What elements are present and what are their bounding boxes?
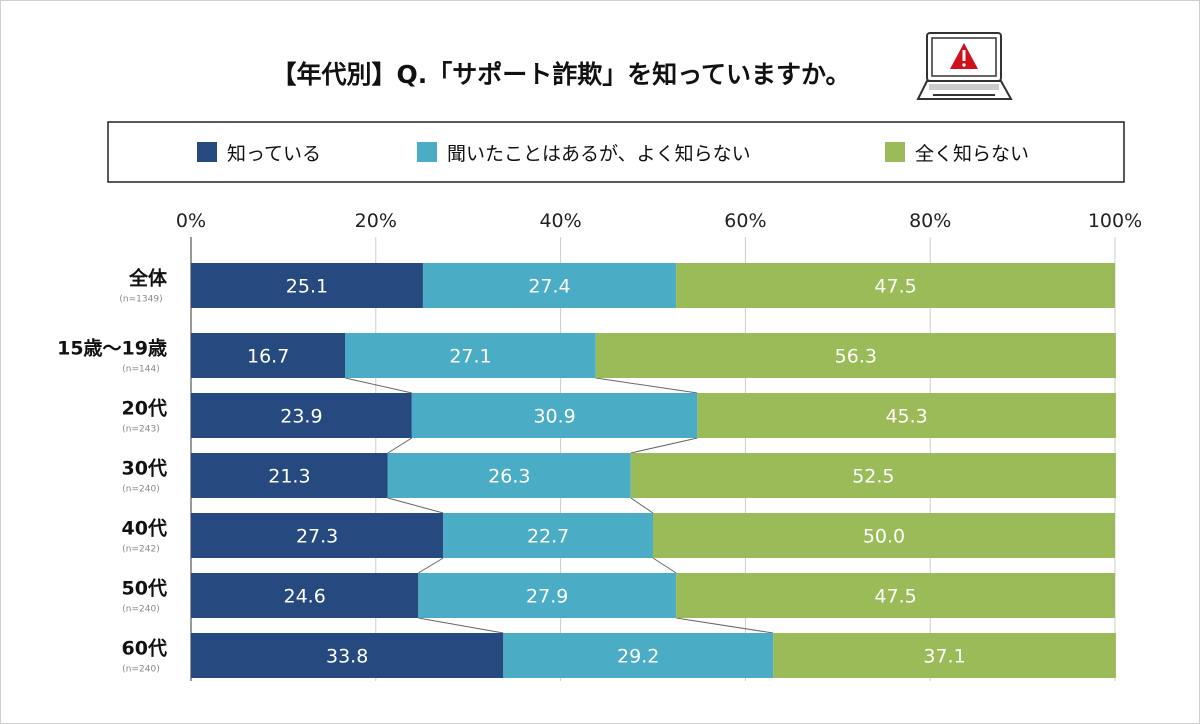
- data-label: 22.7: [527, 526, 569, 548]
- sample-size-label: (n=240): [122, 665, 159, 675]
- legend-label-2: 全く知らない: [915, 143, 1029, 165]
- x-tick-label: 60%: [724, 210, 766, 232]
- data-label: 37.1: [923, 646, 965, 668]
- data-label: 27.1: [449, 346, 491, 368]
- category-label: 50代: [122, 578, 167, 600]
- bar-segment: [422, 263, 677, 308]
- data-label: 47.5: [874, 276, 916, 298]
- data-label: 30.9: [533, 406, 575, 428]
- legend-label-0: 知っている: [227, 143, 321, 165]
- category-label: 60代: [122, 638, 167, 660]
- connector-line: [676, 617, 774, 634]
- sample-size-label: (n=243): [122, 425, 159, 435]
- category-label: 15歳〜19歳: [57, 338, 167, 360]
- x-tick-label: 0%: [176, 210, 206, 232]
- category-label: 20代: [122, 398, 167, 420]
- connector-line: [595, 377, 698, 394]
- connector-line: [418, 617, 504, 634]
- connector-line: [387, 497, 444, 514]
- sample-size-label: (n=242): [122, 545, 159, 555]
- sample-size-label: (n=240): [122, 485, 159, 495]
- bar-segment: [697, 393, 1116, 438]
- x-tick-label: 20%: [355, 210, 397, 232]
- bar-segment: [191, 453, 388, 498]
- category-label: 全体: [128, 267, 168, 290]
- connector-line: [418, 557, 444, 574]
- bar-segment: [595, 333, 1116, 378]
- data-label: 50.0: [863, 526, 905, 548]
- connector-line: [345, 377, 412, 394]
- bar-segment: [345, 333, 596, 378]
- bar-segment: [676, 263, 1115, 308]
- data-label: 47.5: [874, 586, 916, 608]
- bar-segment: [191, 263, 423, 308]
- data-label: 25.1: [286, 276, 328, 298]
- connector-line: [630, 497, 654, 514]
- legend: [107, 121, 1125, 183]
- bar-segment: [191, 393, 412, 438]
- category-label: 30代: [122, 458, 167, 480]
- sample-size-label: (n=144): [122, 365, 159, 375]
- legend-swatch-2: [885, 142, 905, 162]
- bar-segment: [191, 633, 504, 678]
- data-label: 26.3: [488, 466, 530, 488]
- bar-segment: [773, 633, 1116, 678]
- data-label: 45.3: [885, 406, 927, 428]
- connector-line: [387, 437, 413, 454]
- bar-segment: [443, 513, 653, 558]
- bar-segment: [676, 573, 1115, 618]
- data-label: 16.7: [247, 346, 289, 368]
- category-label: 40代: [122, 518, 167, 540]
- x-tick-label: 100%: [1088, 210, 1142, 232]
- data-label: 21.3: [268, 466, 310, 488]
- sample-size-label: (n=1349): [119, 295, 162, 305]
- data-label: 27.4: [528, 276, 570, 298]
- data-label: 56.3: [835, 346, 877, 368]
- bar-segment: [191, 513, 444, 558]
- bar-segment: [191, 333, 346, 378]
- data-label: 27.3: [296, 526, 338, 548]
- x-tick-label: 40%: [539, 210, 581, 232]
- x-tick-label: 80%: [909, 210, 951, 232]
- connector-line: [652, 557, 677, 574]
- bar-segment: [411, 393, 698, 438]
- bar-segment: [653, 513, 1115, 558]
- legend-swatch-1: [417, 142, 437, 162]
- data-label: 52.5: [852, 466, 894, 488]
- bar-segment: [503, 633, 774, 678]
- chart-title: 【年代別】Q.「サポート詐欺」を知っていますか。: [271, 60, 850, 89]
- sample-size-label: (n=240): [122, 605, 159, 615]
- bar-segment: [191, 573, 419, 618]
- bar-segment: [630, 453, 1116, 498]
- bar-segment: [418, 573, 677, 618]
- data-label: 27.9: [526, 586, 568, 608]
- data-label: 29.2: [617, 646, 659, 668]
- legend-label-1: 聞いたことはあるが、よく知らない: [447, 143, 751, 165]
- data-label: 23.9: [280, 406, 322, 428]
- laptop-warning-icon: [916, 32, 1013, 100]
- data-label: 24.6: [283, 586, 325, 608]
- bar-segment: [387, 453, 631, 498]
- data-label: 33.8: [326, 646, 368, 668]
- legend-swatch-0: [197, 142, 217, 162]
- connector-line: [630, 437, 698, 454]
